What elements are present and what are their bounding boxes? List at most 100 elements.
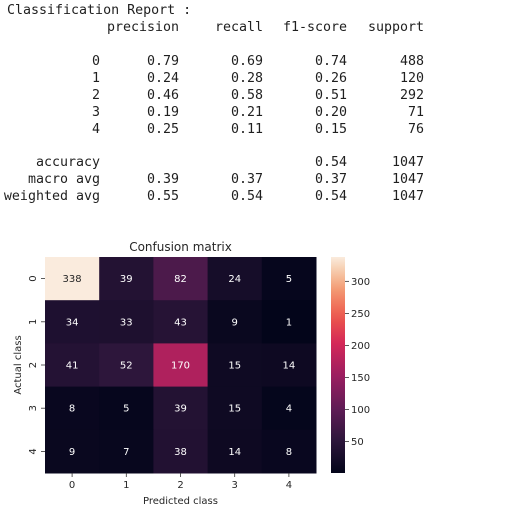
cell-value-label: 7	[123, 447, 129, 458]
report-cell: 1047	[391, 155, 424, 170]
report-summary-label: weighted avg	[3, 189, 100, 204]
report-cell: 0.46	[146, 88, 179, 103]
cell-value-label: 8	[69, 404, 75, 415]
cell-value-label: 5	[286, 274, 292, 285]
cell-value-label: 15	[228, 404, 241, 415]
report-cell: 0.54	[314, 189, 347, 204]
cell-value-label: 43	[174, 317, 187, 328]
cell-value-label: 24	[228, 274, 241, 285]
x-tick-label: 1	[123, 480, 129, 491]
y-tick-label: 3	[28, 405, 39, 411]
report-cell: 0.79	[146, 54, 179, 69]
report-header-precision: precision	[106, 20, 179, 35]
cell-value-label: 14	[228, 447, 241, 458]
cell-value-label: 41	[66, 361, 79, 372]
report-summary-label: accuracy	[35, 155, 100, 170]
report-header-recall: recall	[214, 20, 263, 35]
cell-value-label: 1	[286, 317, 292, 328]
heatmap-cell	[153, 300, 209, 344]
report-cell: 0.37	[314, 172, 347, 187]
heatmap-cell	[99, 300, 154, 344]
heatmap-cell	[207, 300, 263, 344]
report-row-label: 0	[91, 54, 100, 69]
heatmap-cell	[153, 257, 209, 301]
report-cell: 1047	[391, 172, 424, 187]
heatmap-cell	[261, 429, 317, 474]
heatmap-cell	[99, 257, 154, 301]
heatmap-cell	[45, 429, 100, 474]
colorbar	[331, 257, 345, 473]
cell-value-label: 38	[174, 447, 187, 458]
report-summary-label: macro avg	[27, 172, 100, 187]
heatmap-cell	[45, 386, 100, 431]
chart-title: Confusion matrix	[129, 240, 232, 254]
report-cell: 120	[399, 71, 424, 86]
heatmap-cell	[261, 386, 317, 431]
x-tick-label: 4	[286, 480, 292, 491]
cell-value-label: 14	[283, 361, 296, 372]
heatmap-cell	[153, 343, 209, 388]
heatmap-cell	[207, 257, 263, 301]
cell-value-label: 9	[69, 447, 75, 458]
x-tick-label: 0	[69, 480, 75, 491]
report-cell: 0.54	[230, 189, 263, 204]
report-row-label: 3	[91, 105, 100, 120]
heatmap-cell	[45, 343, 100, 388]
heatmap-cell	[207, 343, 263, 388]
colorbar-tick-label: 250	[351, 309, 370, 320]
cell-value-label: 82	[174, 274, 187, 285]
report-cell: 0.21	[230, 105, 263, 120]
y-axis-label: Actual class	[13, 335, 24, 394]
report-cell: 1047	[391, 189, 424, 204]
report-cell: 0.11	[230, 122, 263, 137]
report-cell: 0.58	[230, 88, 263, 103]
heatmap-cell	[207, 386, 263, 431]
heatmap-cell	[207, 429, 263, 474]
report-row-label: 2	[91, 88, 100, 103]
cell-value-label: 5	[123, 404, 129, 415]
x-tick-label: 3	[232, 480, 238, 491]
cell-value-label: 4	[286, 404, 292, 415]
report-cell: 71	[407, 105, 424, 120]
report-header-support: support	[367, 20, 424, 35]
cell-value-label: 9	[232, 317, 238, 328]
heatmap-cell	[99, 386, 154, 431]
cell-value-label: 15	[228, 361, 241, 372]
y-tick-label: 1	[28, 319, 39, 325]
colorbar-tick-label: 300	[351, 277, 370, 288]
x-axis-label: Predicted class	[143, 496, 218, 507]
report-cell: 0.19	[146, 105, 179, 120]
report-cell: 0.24	[146, 71, 179, 86]
y-tick-label: 0	[28, 275, 39, 281]
report-row-label: 4	[91, 122, 100, 137]
heatmap-cell	[99, 429, 154, 474]
cell-value-label: 52	[120, 361, 133, 372]
heatmap-cell	[261, 257, 317, 301]
cell-value-label: 170	[171, 361, 190, 372]
colorbar-tick-label: 150	[351, 373, 370, 384]
report-cell: 0.20	[314, 105, 347, 120]
report-cell: 76	[407, 122, 424, 137]
report-cell: 0.26	[314, 71, 347, 86]
heatmap-cell	[261, 300, 317, 344]
heatmap-cell	[153, 429, 209, 474]
report-cell: 0.39	[146, 172, 179, 187]
colorbar-tick-label: 100	[351, 405, 370, 416]
heatmap-cell	[261, 343, 317, 388]
report-cell: 0.69	[230, 54, 263, 69]
x-tick-label: 2	[177, 480, 183, 491]
report-cell: 0.51	[314, 88, 347, 103]
heatmap-cell	[45, 257, 100, 301]
report-row-label: 1	[91, 71, 100, 86]
heatmap-cell	[45, 300, 100, 344]
report-title: Classification Report :	[7, 3, 192, 18]
cell-value-label: 338	[63, 274, 82, 285]
y-tick-label: 2	[28, 362, 39, 368]
report-cell: 0.55	[146, 189, 179, 204]
colorbar-tick-label: 200	[351, 341, 370, 352]
heatmap-cell	[153, 386, 209, 431]
cell-value-label: 34	[66, 317, 79, 328]
report-cell: 0.37	[230, 172, 263, 187]
colorbar-tick-label: 50	[351, 437, 364, 448]
